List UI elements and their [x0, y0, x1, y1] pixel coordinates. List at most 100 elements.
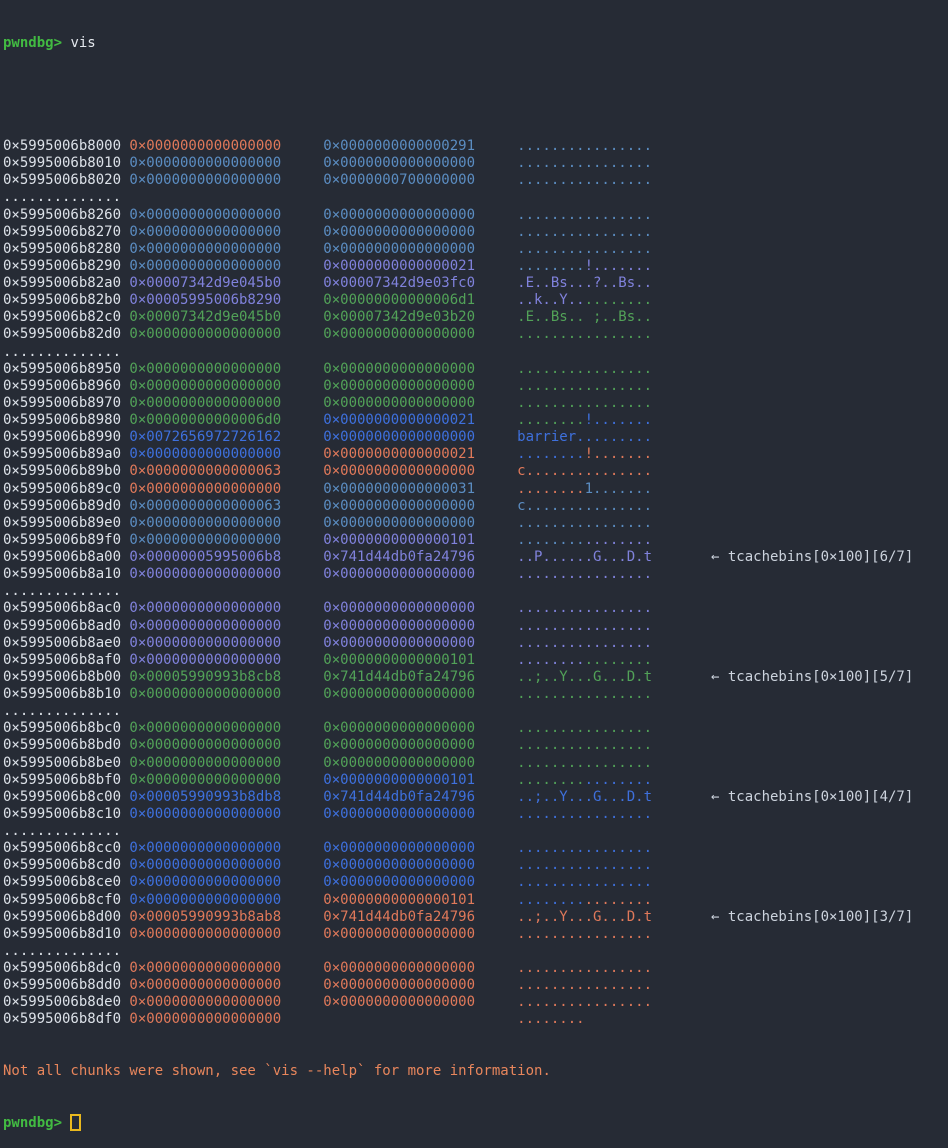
qword-value: 0×0000000000000000 [129, 960, 282, 976]
ascii-segment: 1....... [584, 480, 653, 497]
qword-value: 0×0000000000000101 [323, 891, 475, 908]
address-cell: 0×5995006b8970 [3, 394, 122, 411]
address-cell: 0×5995006b8bc0 [3, 720, 122, 737]
qword-value: 0×0000000000000000 [323, 223, 475, 240]
memory-row: 0×5995006b8af0 0×0000000000000000 0×000000… [3, 652, 948, 669]
address-cell: 0×5995006b8cc0 [3, 840, 122, 857]
ascii-cell: ................ [517, 515, 711, 532]
memory-row: 0×5995006b89b0 0×0000000000000063 0×000000… [3, 463, 948, 480]
qword-value: 0×0000000000000000 [129, 514, 282, 531]
address-cell: 0×5995006b8010 [3, 155, 122, 172]
qword-value: 0×0000000000000000 [323, 566, 475, 583]
memory-row: 0×5995006b82c0 0×00007342d9e045b0 0×000073… [3, 309, 948, 326]
address-cell: 0×5995006b8270 [3, 223, 122, 240]
tcache-annotation: ← tcachebins[0×100][6/7] [711, 549, 914, 565]
separator-dots: .............. [3, 942, 122, 959]
qword-value: 0×0000000000000000 [129, 480, 282, 497]
ascii-segment: ................ [517, 566, 652, 583]
qword-value: 0×0000000000000000 [129, 394, 282, 411]
ascii-cell: ................ [517, 224, 711, 241]
address-cell: 0×5995006b8ac0 [3, 600, 122, 617]
qword-value: 0×0000000000000000 [129, 377, 282, 394]
address-cell: 0×5995006b8960 [3, 377, 122, 394]
memory-row: 0×5995006b8cf0 0×0000000000000000 0×000000… [3, 892, 948, 909]
address-cell: 0×5995006b82a0 [3, 275, 122, 291]
address-cell: 0×5995006b8ae0 [3, 634, 122, 651]
address-cell: 0×5995006b8ad0 [3, 617, 122, 634]
qword-value: 0×0000000000000000 [129, 874, 282, 891]
ascii-cell: ................ [517, 926, 711, 943]
ascii-cell: ..P......G...D.t [517, 549, 711, 566]
ascii-segment: ................ [517, 138, 652, 154]
qword-value: 0×0000000000000000 [323, 497, 475, 514]
qword-value: 0×741d44db0fa24796 [323, 908, 475, 925]
ascii-segment: ..k..Y.. [517, 292, 585, 309]
qword-value: 0×00005995006b8290 [129, 292, 282, 309]
ascii-segment: ........ [517, 412, 585, 428]
qword-value: 0×0000000000000000 [323, 463, 475, 480]
qword-value: 0×0000000000000000 [129, 155, 282, 172]
qword-value: 0×00000000000006d0 [129, 412, 282, 428]
terminal-output: 0×5995006b8000 0×0000000000000000 0×000000… [3, 138, 948, 1029]
ascii-segment: !....... [584, 257, 653, 274]
qword-value: 0×0000000000000000 [129, 617, 282, 634]
memory-row: 0×5995006b8dd0 0×0000000000000000 0×000000… [3, 977, 948, 994]
address-cell: 0×5995006b8b00 [3, 668, 122, 685]
ascii-segment: c............... [517, 497, 652, 514]
address-cell: 0×5995006b8290 [3, 257, 122, 274]
memory-row: 0×5995006b8cc0 0×0000000000000000 0×000000… [3, 840, 948, 857]
ascii-cell: ................ [517, 155, 711, 172]
qword-value: 0×0000000000000000 [129, 771, 282, 788]
memory-row: 0×5995006b8c10 0×0000000000000000 0×000000… [3, 806, 948, 823]
ascii-segment: !....... [584, 412, 653, 428]
text-cursor[interactable] [70, 1114, 82, 1132]
address-cell: 0×5995006b8de0 [3, 994, 122, 1011]
ascii-cell: ................ [517, 172, 711, 189]
address-cell: 0×5995006b89f0 [3, 531, 122, 548]
ascii-segment: ................ [517, 720, 652, 737]
ascii-segment: ..;..Y...G...D.t [517, 908, 652, 925]
ascii-segment: ................ [517, 925, 652, 942]
address-cell: 0×5995006b89d0 [3, 497, 122, 514]
ascii-segment: ........ [517, 480, 585, 497]
memory-row: 0×5995006b8950 0×0000000000000000 0×000000… [3, 361, 948, 378]
memory-row: 0×5995006b8000 0×0000000000000000 0×000000… [3, 138, 948, 155]
qword-value: 0×0000000000000000 [129, 531, 282, 548]
input-line[interactable]: pwndbg> [3, 1114, 948, 1132]
ascii-cell: ................ [517, 618, 711, 635]
qword-value: 0×00000000000006d1 [323, 292, 475, 309]
address-cell: 0×5995006b8df0 [3, 1011, 122, 1028]
qword-value: 0×0000000000000000 [323, 155, 475, 172]
ascii-segment: ................ [517, 994, 652, 1011]
memory-row: 0×5995006b8980 0×00000000000006d0 0×000000… [3, 412, 948, 429]
address-cell: 0×5995006b8d00 [3, 908, 122, 925]
ascii-segment: ................ [517, 840, 652, 857]
qword-value: 0×0000000000000000 [129, 857, 282, 874]
skipped-rows-separator: .............. [3, 344, 948, 361]
qword-value: 0×00007342d9e03fc0 [323, 275, 475, 291]
qword-value: 0×0000000000000000 [323, 754, 475, 771]
memory-row: 0×5995006b8a10 0×0000000000000000 0×000000… [3, 566, 948, 583]
memory-row: 0×5995006b8a00 0×00000005995006b8 0×741d44… [3, 549, 948, 566]
qword-value: 0×0000000000000000 [323, 874, 475, 891]
command-line: pwndbg> vis [3, 35, 948, 52]
ascii-cell: ................ [517, 806, 711, 823]
ascii-cell: barrier......... [517, 429, 711, 446]
qword-value: 0×0000000000000000 [323, 737, 475, 754]
ascii-segment: barrier......... [517, 429, 652, 446]
qword-value: 0×0000000000000000 [129, 737, 282, 754]
ascii-cell: ................ [517, 395, 711, 412]
qword-value: 0×0000000000000000 [323, 514, 475, 531]
address-cell: 0×5995006b8980 [3, 412, 122, 428]
qword-value: 0×0000000000000000 [323, 805, 475, 822]
memory-row: 0×5995006b8ce0 0×0000000000000000 0×000000… [3, 874, 948, 891]
address-cell: 0×5995006b8000 [3, 138, 122, 154]
ascii-cell: ................ [517, 977, 711, 994]
qword-value: 0×0000000000000063 [129, 463, 282, 480]
memory-row: 0×5995006b8260 0×0000000000000000 0×000000… [3, 207, 948, 224]
qword-value: 0×0000000000000000 [129, 651, 282, 668]
qword-value: 0×0000000000000000 [323, 326, 475, 343]
blank-line [3, 87, 948, 104]
qword-value: 0×0000000000000101 [323, 531, 475, 548]
qword-value: 0×0072656972726162 [129, 429, 282, 446]
